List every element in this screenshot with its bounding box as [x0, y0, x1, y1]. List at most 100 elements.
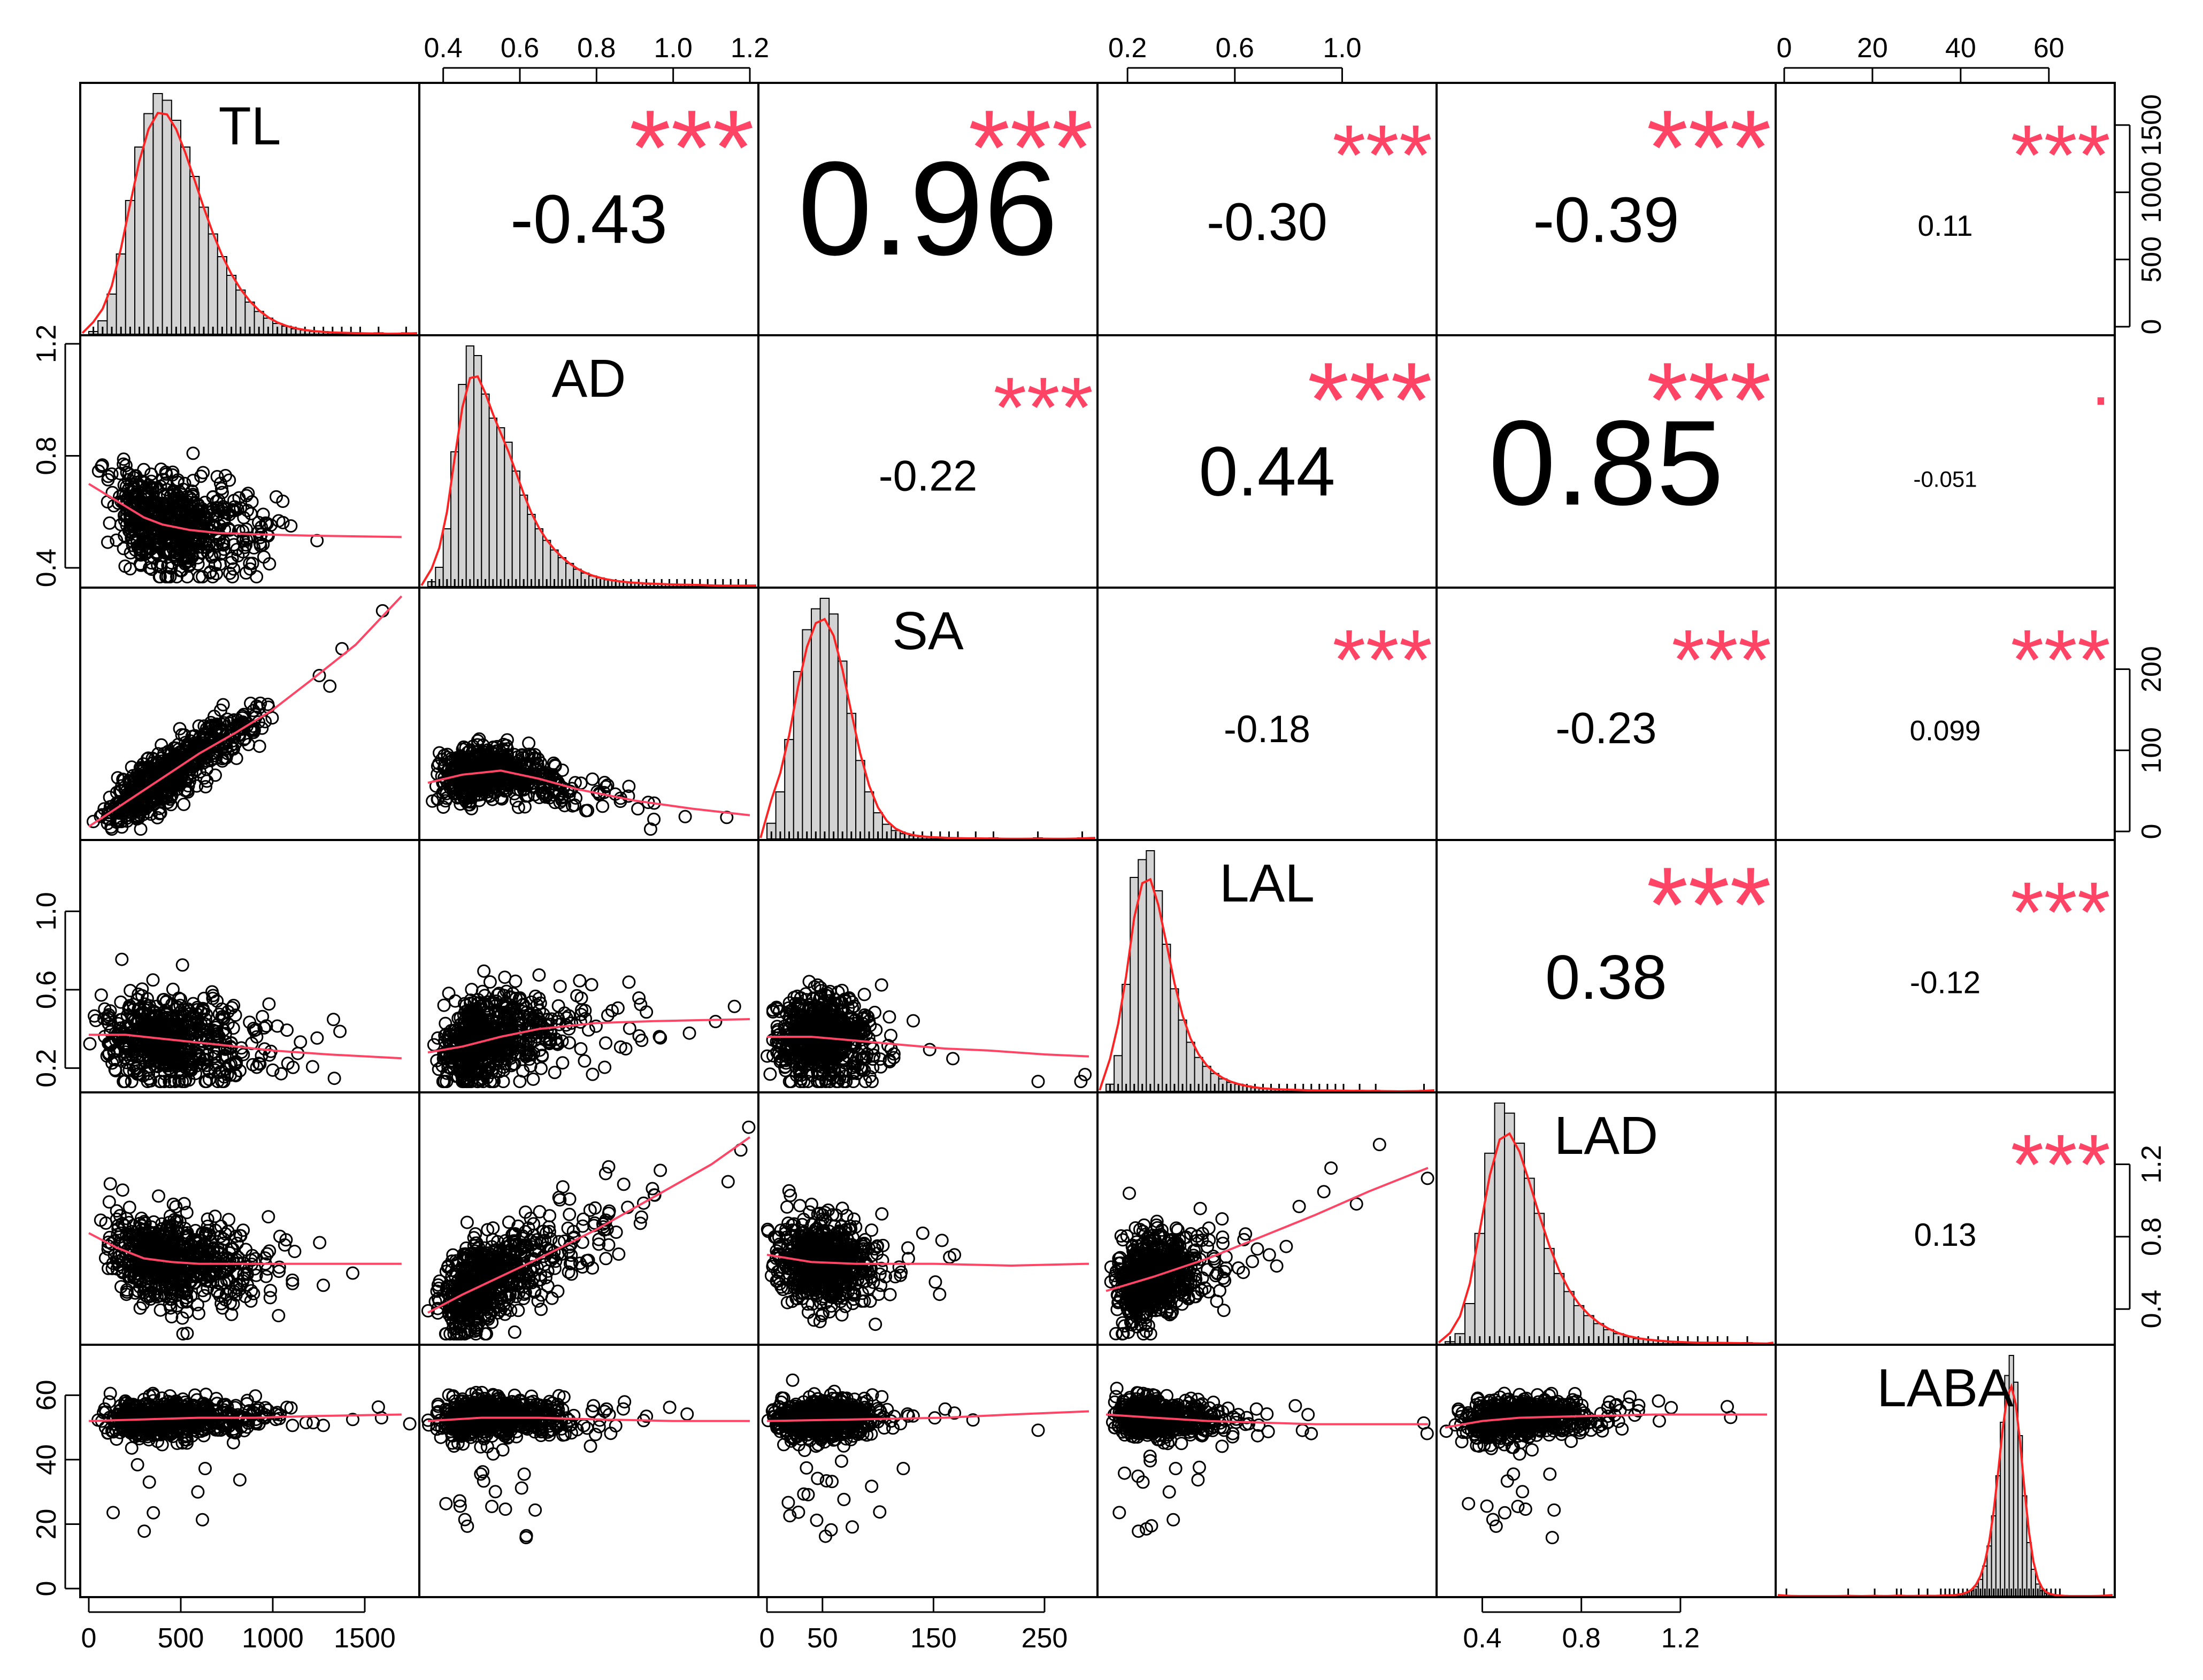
scatter-point	[460, 775, 474, 789]
scatter-point	[476, 768, 490, 782]
scatter-point	[586, 772, 600, 786]
scatter-point	[177, 797, 191, 811]
scatter-point	[183, 508, 197, 522]
scatter-point	[216, 698, 230, 712]
scatter-point	[426, 794, 440, 808]
scatter-point	[276, 515, 290, 529]
scatter-point	[261, 697, 275, 711]
scatter-point	[114, 806, 128, 820]
scatter-point	[239, 538, 253, 552]
scatter-point	[203, 506, 217, 520]
scatter-point	[126, 490, 139, 504]
scatter-point	[500, 733, 514, 747]
scatter-point	[140, 774, 153, 788]
scatter-point	[120, 508, 134, 522]
scatter-point	[323, 679, 337, 693]
scatter-point	[436, 800, 450, 814]
scatter-point	[439, 794, 452, 808]
scatter-point	[213, 557, 227, 571]
scatter-point	[444, 770, 458, 784]
scatter-point	[186, 446, 200, 460]
scatter-point	[217, 716, 231, 730]
scatter-point	[172, 498, 186, 512]
scatter-point	[165, 781, 179, 795]
scatter-point	[553, 796, 567, 809]
scatter-point	[567, 798, 581, 812]
scatter-point	[201, 545, 214, 559]
scatter-point	[486, 741, 500, 754]
scatter-points-LAL-vs-TL	[83, 952, 347, 1089]
scatter-point	[105, 467, 119, 481]
scatter-point	[245, 557, 259, 571]
scatter-point	[137, 463, 151, 476]
scatter-point	[144, 556, 158, 570]
scatter-point	[456, 742, 470, 756]
scatter-point	[244, 696, 258, 710]
scatter-point	[518, 800, 532, 814]
scatter-point	[219, 742, 233, 756]
scatter-point	[170, 505, 183, 519]
scatter-point	[621, 789, 635, 803]
scatter-point	[252, 515, 265, 529]
scatter-point	[110, 533, 124, 547]
scatter-point	[265, 711, 279, 725]
scatter-point	[511, 750, 525, 764]
scatter-point	[516, 779, 529, 792]
scatter-point	[227, 562, 241, 576]
scatter-point	[196, 570, 209, 584]
scatter-point	[137, 532, 151, 546]
scatter-point	[186, 488, 200, 502]
scatter-point	[202, 538, 216, 552]
scatter-points-AD-vs-TL	[91, 446, 324, 584]
scatter-point	[471, 738, 485, 752]
scatter-point	[601, 778, 615, 792]
scatter-point	[217, 735, 231, 748]
scatter-point	[284, 519, 298, 533]
scatter-point	[647, 812, 661, 826]
scatter-point	[497, 781, 511, 795]
scatter-point	[159, 760, 173, 774]
scatter-point	[170, 774, 184, 788]
scatter-point	[124, 477, 138, 491]
scatter-point	[159, 546, 173, 560]
scatter-point	[252, 739, 266, 753]
scatter-point	[538, 785, 551, 799]
scatter-point	[152, 570, 166, 584]
scatter-points-SA-vs-TL	[87, 604, 389, 836]
scatter-point	[194, 469, 208, 483]
scatter-point	[158, 500, 172, 514]
scatter-point	[234, 501, 248, 515]
scatter-point	[276, 495, 290, 508]
scatter-point	[158, 509, 172, 523]
scatter-point	[188, 534, 202, 548]
scatter-point	[175, 534, 189, 548]
scatter-point	[225, 551, 239, 565]
scatter-point	[189, 763, 203, 777]
scatter-point	[136, 518, 150, 531]
scatter-point	[327, 1013, 340, 1027]
scatter-point	[111, 771, 125, 785]
scatter-point	[91, 464, 105, 478]
scatter-point	[327, 1072, 341, 1085]
scatter-point	[579, 804, 593, 818]
scatter-point	[235, 709, 249, 723]
scatter-point	[159, 465, 173, 479]
scatter-point	[118, 513, 132, 527]
scatter-point	[134, 546, 148, 560]
scatter-point	[312, 669, 326, 682]
scatter-point	[200, 541, 214, 554]
scatter-point	[202, 721, 216, 735]
scatter-point	[123, 808, 136, 822]
scatter-point	[493, 777, 507, 791]
scatter-point	[206, 739, 220, 753]
scatter-point	[226, 570, 239, 584]
scatter-point	[186, 474, 200, 488]
scatter-point	[241, 504, 254, 518]
scatter-point	[117, 542, 131, 556]
scatter-point	[185, 511, 198, 525]
scatter-point	[258, 715, 272, 729]
scatter-point	[217, 542, 231, 556]
scatter-point	[101, 816, 114, 830]
scatter-point	[113, 784, 127, 798]
